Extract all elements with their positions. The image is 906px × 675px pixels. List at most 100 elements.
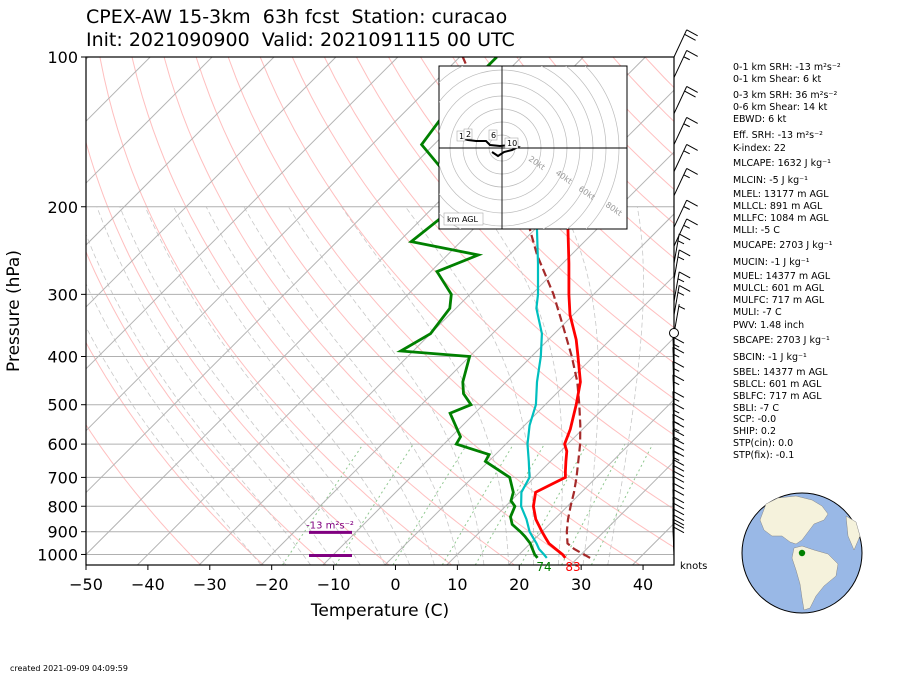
- sounding-index-line: EBWD: 6 kt: [733, 114, 787, 125]
- knots-label: knots: [680, 561, 707, 572]
- sounding-index-line: SBCIN: -1 J kg⁻¹: [733, 352, 807, 363]
- wind-barb-half-flag: [672, 343, 680, 348]
- sounding-index-line: MLCIN: -5 J kg⁻¹: [733, 175, 808, 186]
- sounding-index-line: MUCIN: -1 J kg⁻¹: [733, 257, 810, 268]
- wind-barb-half-flag: [678, 305, 686, 310]
- isotherm-line: [260, 151, 674, 565]
- wind-barb-staff: [673, 218, 688, 247]
- x-tick-label: −20: [255, 575, 289, 594]
- wind-barb-half-flag: [683, 224, 690, 229]
- sounding-index-line: MLLCL: 891 m AGL: [733, 201, 823, 212]
- x-tick-label: 40: [633, 575, 653, 594]
- wind-barb-flag: [678, 271, 691, 279]
- wind-barb-half-flag: [677, 278, 685, 283]
- wind-barb-flag: [672, 429, 685, 437]
- hodograph-height-box: [488, 129, 498, 141]
- x-axis-label: Temperature (C): [310, 601, 449, 621]
- wind-barb-flag: [686, 199, 698, 207]
- wind-barb-flag: [672, 488, 685, 496]
- wind-barb-flag: [678, 284, 691, 292]
- wind-barb: [672, 360, 685, 392]
- x-tick-label: 30: [571, 575, 591, 594]
- wind-barb-staff: [672, 391, 675, 422]
- isotherm-line: [508, 398, 674, 565]
- wind-barb: [673, 233, 691, 264]
- srh-layer-label: -13 m²s⁻²: [306, 520, 354, 531]
- mixing-ratio-line: [335, 443, 414, 565]
- y-tick-label: 1000: [37, 545, 78, 564]
- wind-barb-staff: [673, 50, 688, 78]
- wind-barb-flag: [686, 218, 698, 226]
- moist-adiabat-line: [561, 206, 599, 565]
- hodograph-height-label: 10: [507, 139, 517, 148]
- wind-barb-flag: [672, 470, 685, 478]
- isotherm-line: [86, 57, 275, 246]
- wind-barb-flag: [672, 413, 685, 421]
- wind-barb-flag: [672, 360, 685, 368]
- sounding-index-line: STP(fix): -0.1: [733, 450, 795, 461]
- isotherm-line: [446, 337, 674, 565]
- moist-adiabat-line: [144, 206, 386, 565]
- moist-adiabat-line: [119, 206, 361, 565]
- wind-barb-flag: [686, 29, 698, 37]
- wind-barb: [672, 526, 685, 557]
- wind-barb-staff: [673, 233, 680, 264]
- hodograph-frame: [438, 65, 628, 230]
- x-tick-label: 0: [390, 575, 400, 594]
- dewpoint-trace: [396, 57, 539, 559]
- sounding-index-line: MUCAPE: 2703 J kg⁻¹: [733, 240, 833, 251]
- y-tick-label: 200: [47, 198, 78, 217]
- y-tick-label: 900: [47, 523, 78, 542]
- sounding-index-line: MUEL: 14377 m AGL: [733, 271, 831, 282]
- dry-adiabat-line: [86, 140, 390, 565]
- hodograph-height-box: [463, 128, 473, 140]
- wind-barb-staff: [673, 271, 680, 302]
- isotherm-line: [86, 57, 399, 370]
- y-tick-label: 100: [47, 48, 78, 67]
- y-tick-label: 400: [47, 348, 78, 367]
- mixing-ratio-line: [392, 443, 468, 565]
- isotherm-line: [86, 57, 337, 308]
- wind-barb: [673, 168, 698, 196]
- wind-barb-flag: [672, 514, 685, 521]
- y-axis-label: Pressure (hPa): [4, 250, 24, 372]
- dry-adiabat-line: [99, 57, 453, 565]
- isotherm-line: [86, 57, 522, 494]
- wind-barb-flag: [686, 168, 698, 175]
- wind-barb-staff: [673, 117, 688, 145]
- dry-adiabat-line: [195, 57, 641, 565]
- hodograph-key-box: [443, 212, 484, 226]
- sounding-index-line: MLEL: 13177 m AGL: [733, 189, 829, 200]
- sounding-index-line: 0-6 km Shear: 14 kt: [733, 102, 828, 113]
- hodograph-height-label: 2: [466, 130, 471, 139]
- wind-barb: [673, 284, 691, 316]
- sounding-index-line: PWV: 1.48 inch: [733, 320, 805, 331]
- wind-barbs: [672, 29, 698, 557]
- wind-barb: [672, 458, 685, 490]
- wind-barb-flag: [672, 437, 685, 445]
- wind-barb: [673, 249, 691, 280]
- moist-adiabat-line: [173, 206, 411, 565]
- hodograph-height-label: 1: [459, 132, 464, 141]
- wind-barb-flag: [684, 33, 696, 41]
- wind-barb-flag: [672, 521, 685, 529]
- wind-barb-flag: [672, 526, 685, 534]
- x-tick-label: −40: [131, 575, 165, 594]
- dry-adiabat-line: [86, 341, 264, 565]
- wind-barb-half-flag: [683, 150, 690, 155]
- created-timestamp: created 2021-09-09 04:09:59: [10, 664, 128, 673]
- x-tick-label: −50: [69, 575, 103, 594]
- sounding-index-line: MLCAPE: 1632 J kg⁻¹: [733, 158, 831, 169]
- wind-barb: [673, 199, 698, 228]
- pressure-gridlines: [86, 56, 674, 555]
- surface-temperature-label: 83: [565, 560, 580, 574]
- isotherm-line: [322, 213, 674, 565]
- wind-barb-flag: [672, 475, 685, 483]
- wind-barb-staff: [673, 29, 688, 58]
- dry-adiabat-line: [355, 57, 674, 400]
- y-tick-label: 800: [47, 497, 78, 516]
- dry-adiabat-line: [131, 57, 515, 565]
- x-tick-label: −30: [193, 575, 227, 594]
